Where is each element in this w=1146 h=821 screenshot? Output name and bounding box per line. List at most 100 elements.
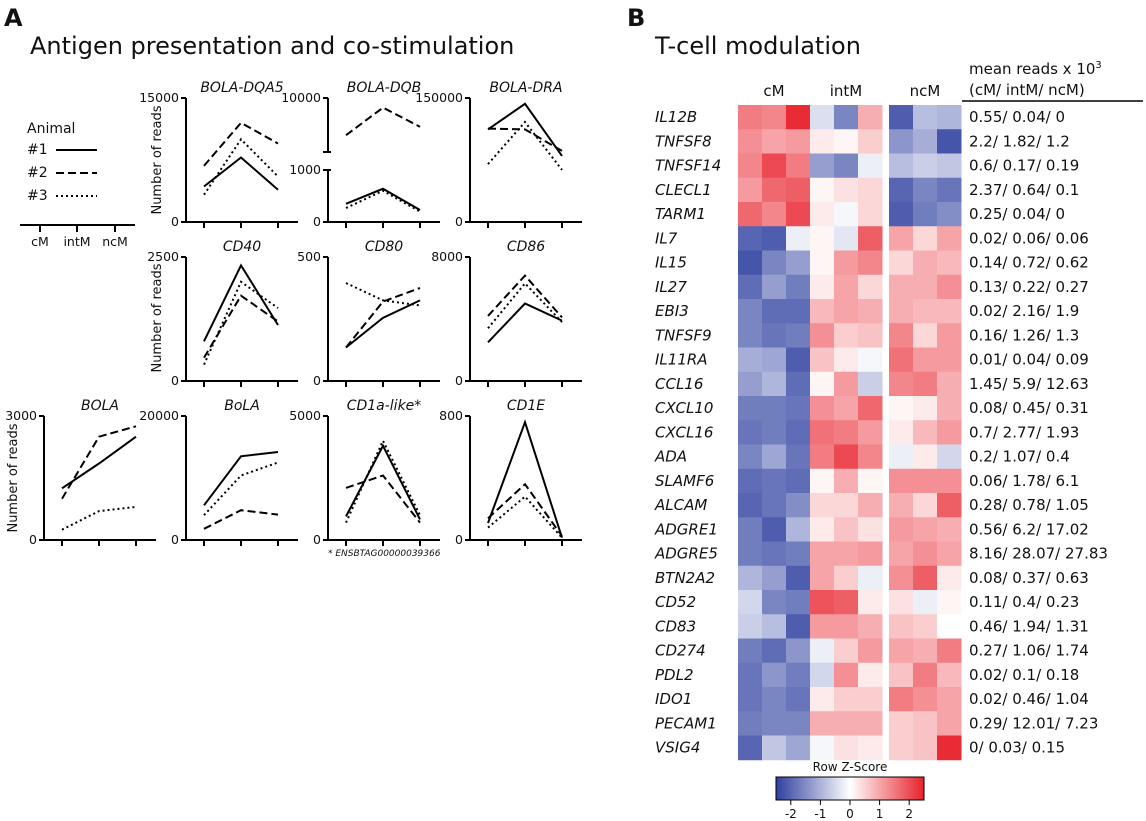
heatmap-cell — [762, 565, 787, 591]
gene-label: TARM1 — [655, 205, 706, 223]
heatmap-cell — [738, 493, 763, 518]
heatmap-cell — [834, 541, 859, 567]
heatmap-cell — [762, 274, 787, 300]
heatmap-cell — [834, 396, 859, 421]
mean-reads-value: 0/ 0.03/ 0.15 — [969, 739, 1065, 757]
heatmap-cell — [913, 517, 938, 542]
heatmap-cell — [834, 299, 859, 324]
heatmap-cell — [937, 468, 962, 494]
heatmap-cell — [913, 129, 938, 154]
heatmap-cell — [786, 444, 811, 470]
y-tick-label: 0 — [455, 373, 463, 388]
series-line-3 — [487, 281, 563, 329]
heatmap-cell — [762, 299, 787, 324]
heatmap-cell — [762, 687, 787, 712]
heatmap-cell — [786, 371, 811, 397]
heatmap-cell — [786, 711, 811, 736]
series-line-2 — [61, 425, 137, 500]
series-line-1 — [345, 443, 421, 520]
heatmap-cell — [786, 541, 811, 567]
heatmap-cell — [738, 299, 763, 324]
heatmap-cell — [858, 371, 883, 397]
heatmap-cell — [738, 371, 763, 397]
heatmap-cell — [913, 662, 938, 688]
mean-reads-value: 0.6/ 0.17/ 0.19 — [969, 157, 1079, 175]
mean-reads-value: 2.2/ 1.82/ 1.2 — [969, 132, 1070, 150]
heatmap-cell — [786, 299, 811, 324]
chart-bola: BOLA 0 3000 — [5, 398, 156, 547]
chart-bola-dra: BOLA-DRA 0 150000 — [415, 80, 582, 229]
heatmap-cell — [889, 735, 914, 761]
heatmap-cell — [810, 371, 835, 397]
heatmap-cell — [762, 517, 787, 542]
heatmap-cell — [738, 420, 763, 445]
gene-label: IL27 — [655, 278, 687, 296]
heatmap-cell — [858, 396, 883, 421]
heatmap-cell — [810, 177, 835, 203]
chart-title: BOLA-DQB — [347, 80, 421, 96]
y-tick-label: 15000 — [139, 90, 179, 105]
heatmap-cell — [810, 493, 835, 518]
heatmap-cell — [810, 638, 835, 664]
chart-cd80: CD80 0 500 — [297, 239, 440, 388]
heatmap-cell — [810, 323, 835, 348]
heatmap-cell — [738, 638, 763, 664]
heatmap-cell — [834, 662, 859, 688]
series-line-2 — [345, 474, 421, 524]
heatmap-cell — [858, 468, 883, 494]
heatmap-cell — [762, 468, 787, 494]
heatmap-cell — [937, 105, 962, 130]
heatmap-cell — [937, 323, 962, 348]
heatmap-cell — [913, 177, 938, 203]
colorbar-title: Row Z-Score — [813, 760, 888, 774]
heatmap-cell — [889, 541, 914, 567]
heatmap-cell — [738, 202, 763, 227]
heatmap-cell — [937, 541, 962, 567]
heatmap-cell — [810, 444, 835, 470]
series-line-3 — [345, 189, 421, 213]
y-axis-label-row1: Number of reads — [150, 105, 165, 214]
series-line-3 — [345, 282, 421, 307]
series-line-1 — [345, 299, 421, 349]
panel-a-letter: A — [4, 4, 23, 32]
heatmap-row: IL27 0.13/ 0.22/ 0.27 — [655, 274, 1089, 300]
series-line-2 — [203, 509, 279, 530]
gene-label: TNFSF14 — [655, 157, 721, 175]
heatmap-row: TARM1 0.25/ 0.04/ 0 — [655, 202, 1065, 227]
panel-b-title: T-cell modulation — [654, 32, 861, 60]
chart-cd1e: CD1E 0 800 — [439, 398, 582, 547]
heatmap-cell — [738, 614, 763, 639]
chart-title: CD1a-like* — [347, 398, 422, 414]
gene-label: PECAM1 — [655, 714, 717, 732]
heatmap-cell — [762, 250, 787, 276]
y-tick-label: 0 — [29, 532, 37, 547]
heatmap-cell — [762, 371, 787, 397]
y-tick-label: 0 — [313, 214, 321, 229]
heatmap-row: PECAM1 0.29/ 12.01/ 7.23 — [655, 711, 1098, 736]
heatmap-cell — [913, 323, 938, 348]
heatmap-cell — [858, 250, 883, 276]
y-tick-label: 8000 — [431, 249, 463, 264]
heatmap-cell — [889, 517, 914, 542]
heatmap-cell — [913, 105, 938, 130]
heatmap-cell — [738, 444, 763, 470]
mean-header-text: mean reads x 10 — [969, 60, 1095, 78]
heatmap-cell — [834, 517, 859, 542]
heatmap-cell — [913, 541, 938, 567]
legend-entry-2: #2 — [27, 165, 48, 181]
heatmap-cell — [913, 468, 938, 494]
heatmap-cell — [937, 711, 962, 736]
chart-title: BOLA-DRA — [489, 80, 562, 96]
heatmap-cell — [738, 735, 763, 761]
heatmap-cell — [762, 323, 787, 348]
heatmap-cell — [889, 250, 914, 276]
heatmap-cell — [937, 614, 962, 639]
mean-reads-value: 0.02/ 0.1/ 0.18 — [969, 666, 1079, 684]
heatmap-row: IL11RA 0.01/ 0.04/ 0.09 — [655, 347, 1089, 373]
heatmap-cell — [913, 299, 938, 324]
heatmap-cell — [889, 129, 914, 154]
chart-title: CD40 — [223, 239, 261, 255]
heatmap-cell — [738, 517, 763, 542]
heatmap-cell — [913, 250, 938, 276]
heatmap-cell — [889, 347, 914, 373]
